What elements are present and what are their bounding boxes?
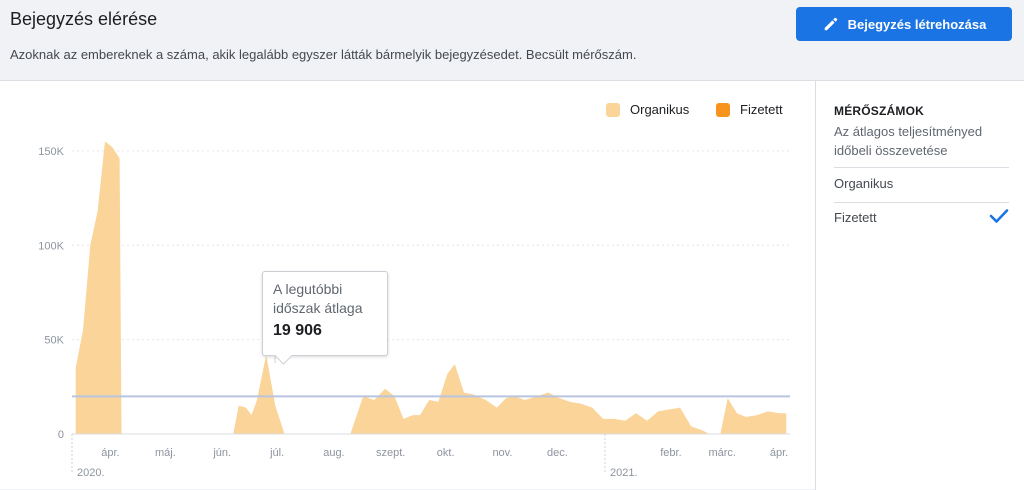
- create-post-label: Bejegyzés létrehozása: [847, 16, 987, 32]
- average-tooltip: A legutóbbi időszak átlaga 19 906: [262, 271, 388, 356]
- page-title: Bejegyzés elérése: [10, 9, 158, 29]
- legend-organic-label: Organikus: [630, 102, 690, 117]
- organic-area: [75, 141, 787, 434]
- metrics-title: MÉRŐSZÁMOK: [834, 104, 924, 118]
- year-label: 2021.: [610, 467, 638, 479]
- legend-paid-label: Fizetett: [740, 102, 783, 117]
- metric-item-organic[interactable]: Organikus: [834, 176, 1009, 191]
- x-tick-label: dec.: [547, 447, 568, 459]
- metric-paid-label: Fizetett: [834, 210, 877, 225]
- checkmark-icon: [989, 209, 1009, 223]
- metrics-sidebar: MÉRŐSZÁMOK Az átlagos teljesítményed idő…: [815, 81, 1024, 490]
- metrics-description: Az átlagos teljesítményed időbeli összev…: [834, 124, 983, 158]
- y-tick-label: 50K: [44, 335, 64, 347]
- x-tick-label: nov.: [492, 447, 512, 459]
- x-tick-label: jún.: [212, 447, 231, 459]
- metric-item-paid[interactable]: Fizetett: [834, 209, 1009, 225]
- tooltip-value: 19 906: [273, 322, 322, 339]
- page-header: Bejegyzés elérése Azoknak az embereknek …: [0, 0, 1024, 80]
- x-tick-label: júl.: [269, 447, 284, 459]
- metric-organic-label: Organikus: [834, 176, 894, 191]
- legend-organic[interactable]: Organikus: [606, 102, 689, 117]
- y-tick-label: 150K: [38, 146, 64, 158]
- tooltip-label: A legutóbbi időszak átlaga: [273, 281, 363, 316]
- reach-panel: 0 50K 100K 150K 2020. 2021. ápr. máj. jún. júl. au…: [0, 80, 1024, 490]
- create-post-button[interactable]: Bejegyzés létrehozása: [796, 7, 1012, 41]
- x-tick-label: márc.: [708, 447, 736, 459]
- x-tick-label: szept.: [376, 447, 405, 459]
- x-tick-label: febr.: [660, 447, 681, 459]
- x-tick-label: máj.: [155, 447, 176, 459]
- y-tick-label: 100K: [38, 240, 64, 252]
- legend-organic-swatch: [606, 102, 620, 117]
- x-tick-label: okt.: [437, 447, 455, 459]
- page-subtitle: Azoknak az embereknek a száma, akik lega…: [10, 47, 637, 62]
- x-tick-label: ápr.: [770, 447, 788, 459]
- reach-chart: 0 50K 100K 150K 2020. 2021. ápr. máj. jún. júl. au…: [38, 141, 790, 479]
- pencil-icon: [824, 17, 837, 31]
- x-tick-label: aug.: [323, 447, 344, 459]
- x-tick-label: ápr.: [101, 447, 119, 459]
- legend-paid[interactable]: Fizetett: [716, 102, 783, 117]
- divider: [834, 167, 1009, 168]
- divider: [834, 202, 1009, 203]
- chart-area: 0 50K 100K 150K 2020. 2021. ápr. máj. jún. júl. au…: [0, 81, 815, 490]
- year-label: 2020.: [77, 467, 105, 479]
- legend-paid-swatch: [716, 102, 730, 117]
- y-tick-label: 0: [58, 429, 64, 441]
